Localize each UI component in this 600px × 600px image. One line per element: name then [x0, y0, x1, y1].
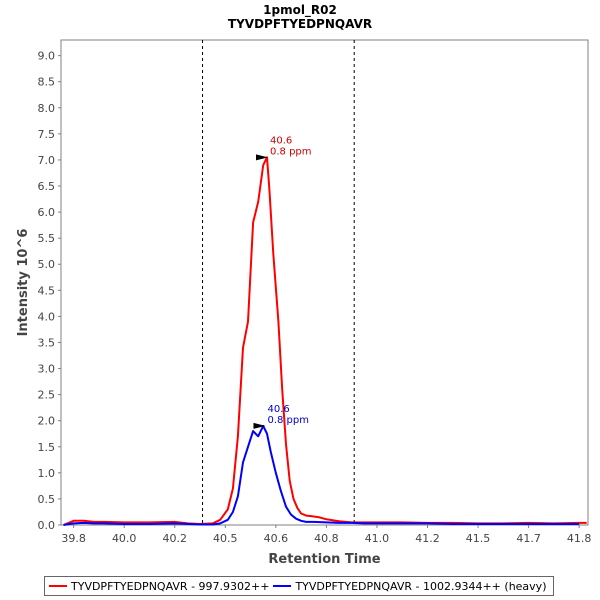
y-tick-label: 3.0: [38, 363, 56, 376]
x-axis-label: Retention Time: [268, 552, 380, 567]
legend-label-light: TYVDPFTYEDPNQAVR - 997.9302++: [71, 579, 270, 593]
y-tick-label: 2.5: [38, 389, 56, 402]
x-tick-label: 41.0: [365, 532, 390, 545]
x-tick-label: 41.7: [516, 532, 541, 545]
y-axis-label: Intensity 10^6: [16, 229, 31, 337]
peak-ppm-label: 0.8 ppm: [270, 146, 312, 157]
peak-ppm-label: 0.8 ppm: [267, 415, 309, 426]
y-tick-label: 7.0: [38, 154, 56, 167]
peak-rt-label: 40.6: [270, 135, 292, 146]
y-tick-label: 7.5: [38, 128, 56, 141]
x-tick-label: 40.0: [112, 532, 137, 545]
peak-marker-arrow: [253, 422, 266, 429]
legend-item-light: TYVDPFTYEDPNQAVR - 997.9302++: [49, 580, 269, 593]
plot-area: [60, 39, 589, 526]
chart-legend: TYVDPFTYEDPNQAVR - 997.9302++ TYVDPFTYED…: [44, 576, 554, 596]
chart-subtitle: TYVDPFTYEDPNQAVR: [227, 17, 373, 31]
y-tick-label: 4.0: [38, 310, 56, 323]
legend-item-heavy: TYVDPFTYEDPNQAVR - 1002.9344++ (heavy): [273, 580, 546, 593]
x-tick-label: 39.8: [61, 532, 86, 545]
x-tick-label: 40.8: [314, 532, 339, 545]
peak-rt-label: 40.6: [267, 404, 289, 415]
y-tick-label: 3.5: [38, 336, 56, 349]
legend-label-heavy: TYVDPFTYEDPNQAVR - 1002.9344++ (heavy): [295, 579, 547, 593]
x-tick-label: 41.5: [466, 532, 491, 545]
x-tick-label: 40.6: [264, 532, 289, 545]
peak-marker-arrow: [255, 154, 268, 161]
series-line-heavy: [63, 424, 580, 526]
legend-swatch-blue: [273, 585, 292, 587]
chart-title: 1pmol_R02: [263, 3, 337, 17]
y-tick-label: 0.5: [38, 493, 56, 506]
y-tick-label: 1.0: [38, 467, 56, 480]
y-tick-label: 0.0: [38, 519, 56, 532]
y-tick-label: 8.0: [38, 102, 56, 115]
y-tick-label: 5.5: [38, 232, 56, 245]
y-tick-label: 4.5: [38, 284, 56, 297]
y-tick-label: 8.5: [38, 76, 56, 89]
y-tick-label: 5.0: [38, 258, 56, 271]
y-tick-label: 1.5: [38, 441, 56, 454]
y-tick-label: 6.0: [38, 206, 56, 219]
x-tick-label: 41.2: [415, 532, 440, 545]
x-tick-label: 40.2: [162, 532, 187, 545]
y-tick-label: 9.0: [38, 50, 56, 63]
legend-swatch-red: [49, 585, 67, 587]
x-tick-label: 40.5: [213, 532, 238, 545]
y-tick-label: 6.5: [38, 180, 56, 193]
x-tick-label: 41.8: [567, 532, 592, 545]
y-tick-label: 2.0: [38, 415, 56, 428]
